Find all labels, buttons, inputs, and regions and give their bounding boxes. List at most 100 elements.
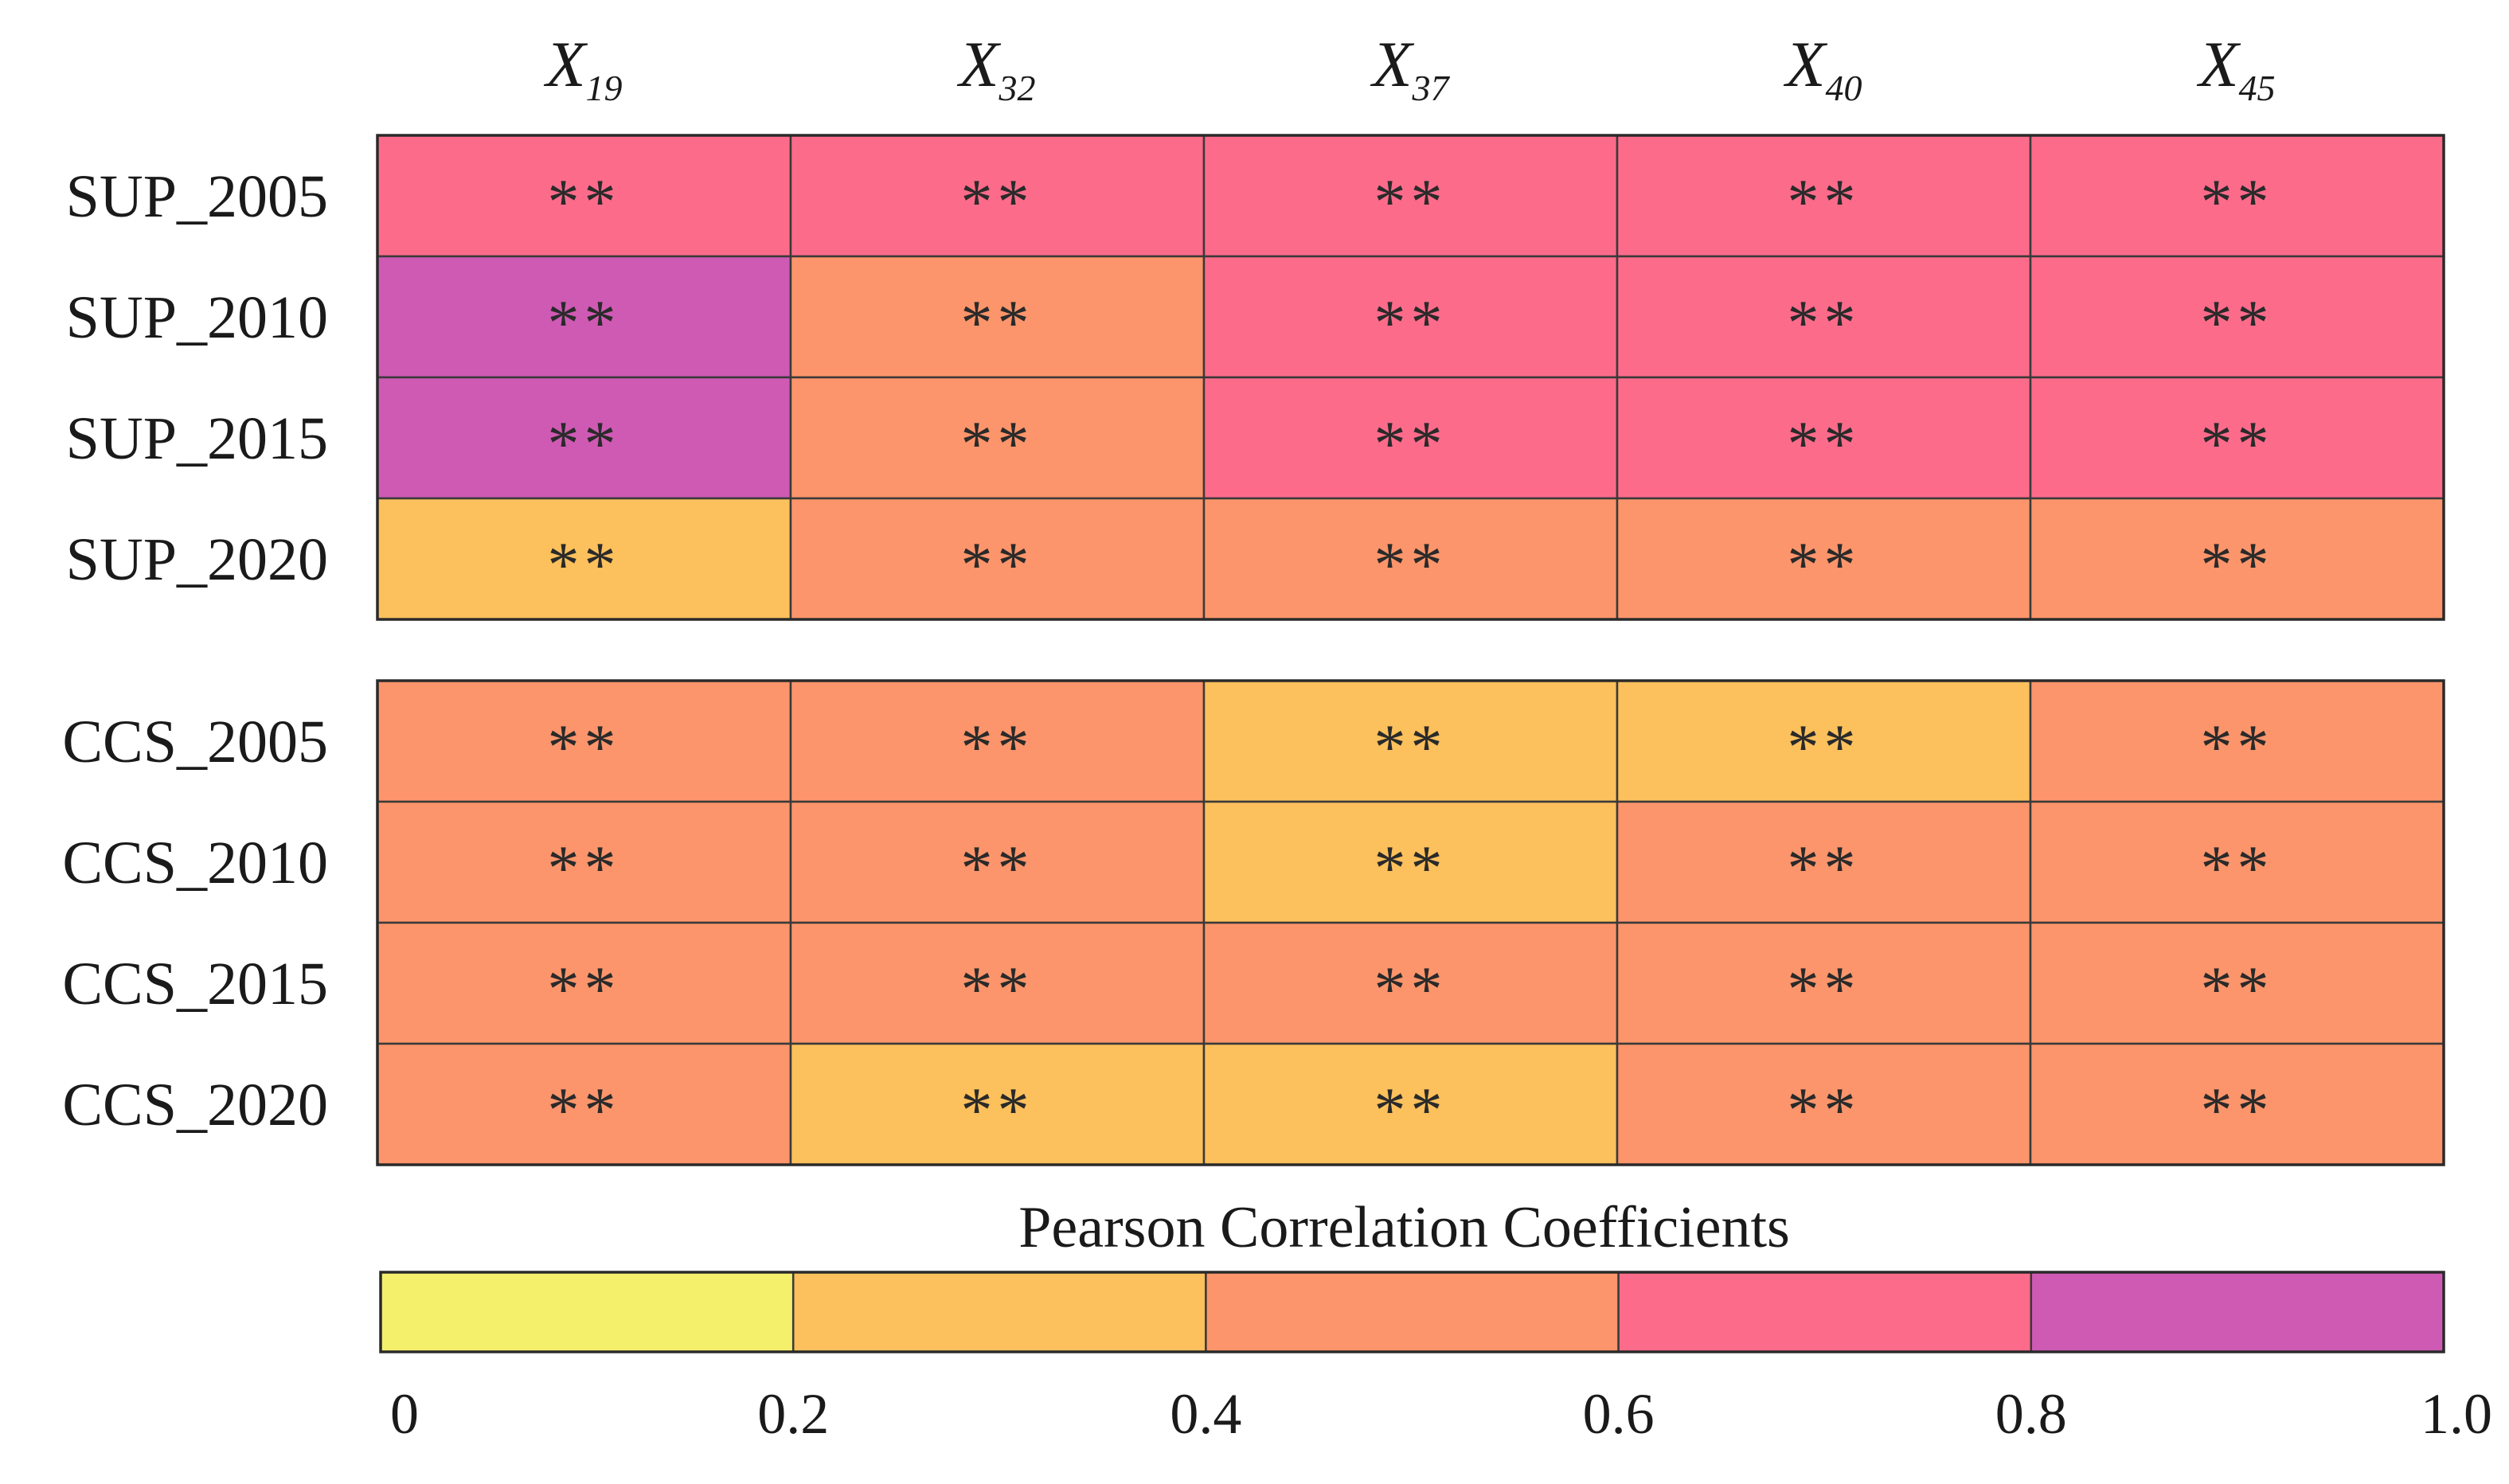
heatmap-cell [376, 921, 792, 1045]
significance-mark: ** [1374, 288, 1448, 358]
row-label-sup-2015: SUP_2015 [66, 405, 328, 472]
significance-mark: ** [1374, 834, 1448, 904]
heatmap-cell [376, 134, 792, 258]
column-label-base: X [956, 28, 1001, 100]
row-label-ccs-2010: CCS_2010 [62, 830, 328, 896]
significance-mark: ** [1788, 167, 1861, 237]
significance-mark: ** [1788, 834, 1861, 904]
significance-mark: ** [1374, 167, 1448, 237]
heatmap-cell [1616, 134, 2032, 258]
column-label-subscript: 40 [1826, 68, 1862, 108]
heatmap-cell [1616, 497, 2032, 621]
colorbar-tick-label: 0.8 [1995, 1382, 2067, 1446]
heatmap-cell [1202, 800, 1619, 924]
heatmap-cell [2029, 497, 2445, 621]
row-label-sup-2005: SUP_2005 [66, 163, 328, 230]
column-label-x37: X37 [1370, 28, 1450, 108]
significance-mark: ** [548, 167, 621, 237]
heatmap-cell [2029, 376, 2445, 500]
column-label-x32: X32 [956, 28, 1035, 108]
column-label-base: X [543, 28, 588, 100]
colorbar-tick-label: 1.0 [2421, 1382, 2492, 1446]
significance-mark: ** [548, 955, 621, 1025]
heatmap-cell [2029, 921, 2445, 1045]
column-label-subscript: 19 [586, 68, 623, 108]
significance-mark: ** [2201, 167, 2274, 237]
colorbar-border [379, 1271, 2445, 1353]
column-label-x19: X19 [543, 28, 622, 108]
colorbar-title: Pearson Correlation Coefficients [1018, 1195, 1790, 1260]
significance-mark: ** [961, 167, 1034, 237]
column-label-base: X [1783, 28, 1827, 100]
significance-mark: ** [548, 288, 621, 358]
significance-mark: ** [961, 955, 1034, 1025]
colorbar-swatch [1205, 1271, 1620, 1353]
significance-mark: ** [2201, 955, 2274, 1025]
significance-mark: ** [1788, 288, 1861, 358]
heatmap-cell [789, 921, 1206, 1045]
heatmap-cell [1616, 679, 2032, 803]
significance-mark: ** [961, 530, 1034, 600]
significance-mark: ** [1788, 955, 1861, 1025]
significance-mark: ** [1788, 713, 1861, 783]
significance-mark: ** [961, 713, 1034, 783]
column-label-subscript: 32 [999, 68, 1036, 108]
column-label-subscript: 37 [1412, 68, 1451, 108]
column-label-base: X [2196, 28, 2241, 100]
heatmap-cell [376, 800, 792, 924]
heatmap-cell [1616, 800, 2032, 924]
heatmap-cell [789, 497, 1206, 621]
group-border-ccs [376, 679, 2445, 1166]
significance-mark: ** [1374, 409, 1448, 479]
heatmap-cell [1202, 679, 1619, 803]
significance-mark: ** [548, 713, 621, 783]
column-label-x45: X45 [2196, 28, 2275, 108]
significance-mark: ** [1788, 409, 1861, 479]
colorbar-swatch [1617, 1271, 2033, 1353]
significance-mark: ** [1374, 530, 1448, 600]
significance-mark: ** [2201, 288, 2274, 358]
significance-mark: ** [961, 288, 1034, 358]
row-label-ccs-2005: CCS_2005 [62, 709, 328, 775]
significance-mark: ** [1788, 530, 1861, 600]
significance-mark: ** [961, 409, 1034, 479]
row-label-sup-2010: SUP_2010 [66, 284, 328, 351]
row-label-ccs-2020: CCS_2020 [62, 1072, 328, 1138]
significance-mark: ** [2201, 1076, 2274, 1146]
significance-mark: ** [548, 1076, 621, 1146]
significance-mark: ** [2201, 409, 2274, 479]
heatmap-cell [789, 800, 1206, 924]
heatmap-cell [1616, 1042, 2032, 1166]
heatmap-cell [2029, 800, 2445, 924]
colorbar-tick-label: 0.6 [1583, 1382, 1655, 1446]
heatmap-cell [1202, 255, 1619, 379]
heatmap-cell [1616, 376, 2032, 500]
row-label-sup-2020: SUP_2020 [66, 526, 328, 593]
colorbar-tick-label: 0 [390, 1382, 419, 1446]
significance-mark: ** [2201, 834, 2274, 904]
significance-mark: ** [2201, 713, 2274, 783]
significance-mark: ** [548, 409, 621, 479]
heatmap-cell [1202, 497, 1619, 621]
colorbar-tick-label: 0.2 [757, 1382, 829, 1446]
significance-mark: ** [548, 834, 621, 904]
column-label-x40: X40 [1783, 28, 1862, 108]
significance-mark: ** [961, 834, 1034, 904]
heatmap-cell [789, 679, 1206, 803]
significance-mark: ** [1374, 713, 1448, 783]
heatmap-cell [2029, 134, 2445, 258]
colorbar-swatch [2030, 1271, 2445, 1353]
heatmap-cell [2029, 1042, 2445, 1166]
colorbar-swatch [379, 1271, 795, 1353]
heatmap-cell [1202, 1042, 1619, 1166]
column-label-base: X [1370, 28, 1414, 100]
heatmap-cell [376, 255, 792, 379]
colorbar-swatch [791, 1271, 1207, 1353]
significance-mark: ** [1374, 1076, 1448, 1146]
significance-mark: ** [961, 1076, 1034, 1146]
heatmap-cell [789, 134, 1206, 258]
heatmap-cell [2029, 255, 2445, 379]
heatmap-cell [789, 376, 1206, 500]
significance-mark: ** [1788, 1076, 1861, 1146]
